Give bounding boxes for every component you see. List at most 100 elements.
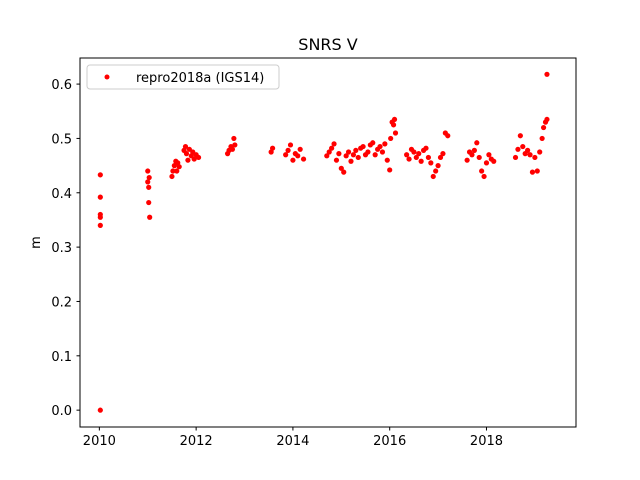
data-point	[290, 157, 296, 163]
legend-marker	[104, 74, 110, 80]
data-point	[539, 135, 545, 142]
data-point	[360, 143, 366, 150]
data-point	[285, 147, 291, 153]
data-point	[428, 160, 434, 166]
data-point	[331, 141, 337, 147]
data-point	[147, 214, 153, 220]
plot-frame	[79, 57, 577, 428]
data-point	[169, 173, 175, 180]
data-point	[517, 133, 523, 139]
data-point	[377, 143, 383, 150]
data-point	[527, 152, 533, 158]
x-axis-ticks: 2010 2012 2014 2016 2018	[83, 427, 503, 449]
data-point	[370, 140, 376, 146]
data-point	[97, 407, 103, 413]
data-point	[348, 158, 354, 164]
data-point	[479, 168, 485, 174]
data-point	[423, 145, 429, 151]
data-point	[174, 168, 180, 174]
data-point	[185, 157, 191, 163]
data-point	[97, 172, 103, 178]
data-point	[183, 151, 190, 157]
data-point	[512, 154, 519, 161]
data-point	[491, 158, 497, 164]
chart-title: SNRS V	[298, 35, 357, 54]
data-point	[145, 179, 151, 185]
data-point	[544, 116, 550, 123]
data-point	[324, 153, 330, 159]
data-point	[406, 156, 412, 162]
data-point	[445, 133, 451, 139]
data-point	[540, 124, 547, 131]
data-point	[440, 151, 446, 157]
data-point	[471, 147, 477, 153]
data-point	[353, 147, 359, 153]
data-point	[350, 152, 357, 158]
data-point	[469, 152, 475, 158]
data-point	[425, 154, 432, 161]
data-point	[416, 151, 422, 157]
y-tick-label: 0.4	[51, 187, 72, 202]
data-point	[333, 157, 340, 163]
data-point	[515, 146, 521, 152]
data-point	[391, 116, 398, 123]
data-point	[404, 152, 410, 158]
y-tick-label: 0.5	[51, 132, 72, 147]
data-point	[532, 154, 538, 161]
data-point	[283, 152, 289, 158]
data-point	[430, 173, 436, 180]
data-point	[231, 135, 237, 142]
data-point	[520, 143, 526, 150]
data-point	[433, 168, 439, 174]
data-point	[329, 145, 335, 151]
data-point	[382, 141, 388, 147]
x-tick-label: 2012	[180, 434, 213, 449]
y-axis-label: m	[29, 236, 44, 249]
data-point	[486, 152, 492, 158]
y-tick-label: 0.0	[51, 404, 72, 419]
data-point	[483, 160, 490, 166]
data-point	[544, 71, 550, 77]
data-point	[191, 156, 197, 162]
data-point	[297, 146, 303, 152]
data-point	[176, 164, 182, 170]
legend-box	[86, 64, 280, 90]
data-point	[170, 168, 176, 174]
data-point	[326, 149, 332, 155]
x-tick-label: 2018	[470, 434, 503, 449]
data-point	[437, 154, 444, 161]
data-point	[146, 174, 152, 181]
data-point	[418, 158, 424, 164]
data-point	[341, 169, 347, 175]
data-point	[287, 142, 294, 148]
data-point	[534, 168, 540, 174]
data-point	[474, 140, 480, 146]
x-tick-label: 2016	[373, 434, 406, 449]
data-point	[392, 130, 399, 136]
y-axis-ticks: 0.0 0.1 0.2 0.3 0.4 0.5 0.6	[51, 78, 80, 419]
data-point	[336, 151, 342, 157]
data-point	[195, 154, 202, 161]
data-point	[229, 146, 236, 152]
data-point	[435, 163, 441, 169]
data-point	[232, 142, 238, 148]
data-point	[413, 154, 419, 161]
x-tick-label: 2010	[83, 434, 116, 449]
data-point	[372, 152, 378, 158]
x-tick-label: 2014	[276, 434, 309, 449]
legend-label: repro2018a (IGS14)	[136, 71, 264, 86]
data-point	[384, 157, 390, 163]
data-point	[476, 154, 482, 161]
data-point	[365, 149, 371, 155]
data-point	[345, 149, 352, 155]
data-point	[464, 157, 470, 163]
data-point	[529, 169, 536, 175]
y-tick-label: 0.1	[51, 350, 72, 365]
y-tick-label: 0.6	[51, 78, 72, 93]
data-point	[295, 153, 301, 159]
data-point	[145, 168, 151, 174]
data-point	[182, 143, 189, 150]
data-point	[97, 194, 103, 200]
data-point	[269, 145, 276, 151]
